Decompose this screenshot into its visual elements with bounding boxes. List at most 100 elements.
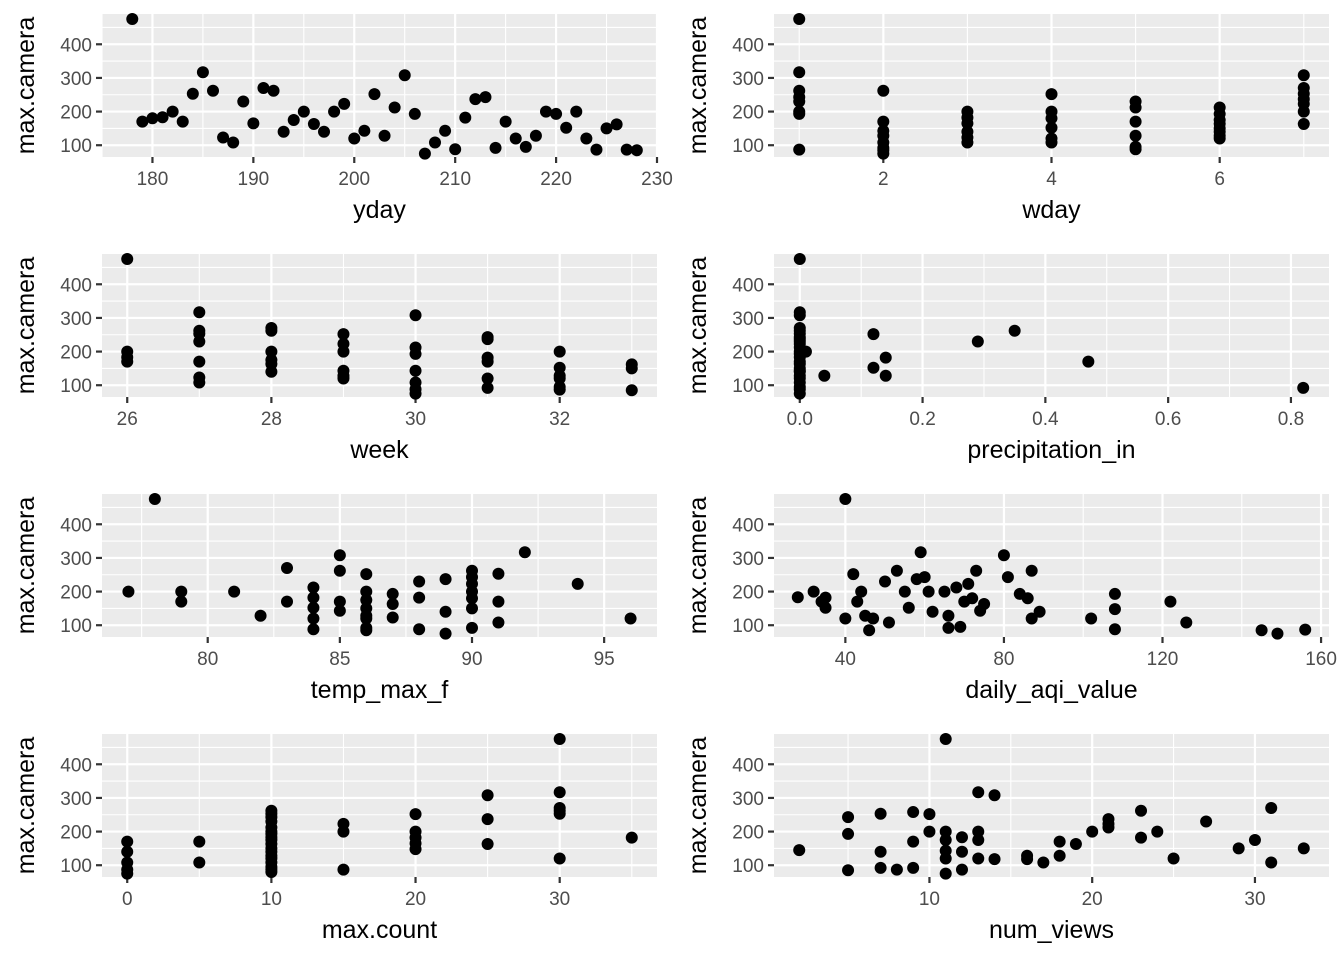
data-point (1129, 143, 1142, 156)
data-point (146, 112, 159, 125)
data-point (265, 324, 278, 337)
data-point (560, 121, 573, 134)
data-point (842, 827, 855, 840)
x-axis-title: week (349, 436, 409, 464)
data-point (121, 867, 134, 880)
data-point (1167, 852, 1180, 865)
data-point (793, 844, 806, 857)
data-point (281, 595, 293, 608)
data-point (1025, 564, 1038, 577)
data-point (962, 577, 975, 590)
panel-week: 26 28 30 32 100 200 300 400 week max.camera (12, 253, 657, 464)
x-tick-label: 6 (1214, 169, 1225, 190)
data-point (492, 595, 505, 608)
data-point (193, 335, 206, 348)
data-point (961, 117, 974, 130)
data-point (413, 591, 426, 604)
data-point (839, 612, 852, 625)
data-point (898, 585, 911, 598)
panel-yday: 180 190 200 210 220 230 100 200 300 400 yday max.ca… (12, 13, 673, 224)
y-tick-label: 400 (732, 515, 764, 536)
data-point (1108, 623, 1121, 636)
data-point (307, 591, 320, 604)
data-point (807, 585, 820, 598)
data-point (972, 852, 985, 865)
data-point (553, 733, 566, 746)
data-point (793, 95, 806, 108)
data-point (1108, 603, 1121, 616)
data-point (1135, 804, 1148, 817)
panel-background (774, 494, 1329, 637)
x-tick-label: 26 (117, 409, 138, 430)
data-point (1033, 605, 1046, 618)
data-point (307, 623, 320, 636)
y-tick-label: 400 (60, 275, 92, 296)
data-point (1297, 118, 1310, 131)
data-point (550, 107, 563, 120)
data-point (1053, 835, 1066, 848)
data-point (333, 595, 346, 608)
data-point (481, 813, 494, 826)
data-point (1271, 627, 1284, 640)
data-point (570, 105, 583, 118)
data-point (429, 136, 441, 149)
data-point (793, 143, 806, 156)
data-point (193, 376, 206, 389)
panel-background (102, 734, 657, 877)
data-point (360, 585, 373, 598)
data-point (175, 585, 188, 598)
y-tick-label: 100 (732, 616, 764, 637)
x-tick-label: 180 (137, 169, 169, 190)
y-tick-label: 300 (60, 549, 92, 570)
panel-daily-aqi-value: 40 80 120 160 100 200 300 400 daily_aqi_value max… (684, 493, 1337, 704)
data-point (855, 585, 868, 598)
data-point (1045, 112, 1058, 125)
panel-temp-max-f: 80 85 90 95 100 200 300 400 temp_max_f max.camera (12, 493, 657, 704)
y-tick-label: 100 (732, 856, 764, 877)
x-tick-label: 10 (919, 889, 940, 910)
data-point (793, 66, 806, 79)
data-point (122, 585, 135, 598)
data-point (955, 845, 968, 858)
data-point (540, 105, 552, 118)
x-axis-title: num_views (989, 916, 1114, 944)
y-tick-label: 200 (732, 343, 764, 364)
y-tick-label: 200 (60, 103, 92, 124)
data-point (907, 835, 920, 848)
x-tick-label: 210 (439, 169, 471, 190)
data-point (1297, 381, 1310, 394)
data-point (207, 84, 219, 97)
data-point (237, 95, 250, 108)
data-point (791, 591, 804, 604)
data-point (890, 863, 903, 876)
data-point (851, 595, 864, 608)
data-point (922, 585, 935, 598)
panel-background (774, 254, 1329, 397)
y-tick-label: 300 (732, 69, 764, 90)
data-point (328, 105, 341, 118)
data-point (193, 835, 206, 848)
data-point (1151, 825, 1164, 838)
data-point (247, 117, 260, 130)
data-point (148, 493, 161, 506)
data-point (217, 131, 230, 144)
data-point (398, 69, 411, 82)
data-point (620, 143, 633, 156)
x-tick-label: 0.0 (787, 409, 813, 430)
x-tick-label: 2 (878, 169, 889, 190)
data-point (307, 581, 320, 594)
y-axis-title: max.camera (684, 257, 712, 395)
data-point (1082, 355, 1095, 368)
y-axis-title: max.camera (684, 17, 712, 155)
data-point (227, 136, 240, 149)
data-point (847, 568, 860, 581)
data-point (600, 122, 613, 135)
x-tick-label: 4 (1046, 169, 1057, 190)
data-point (1129, 101, 1142, 114)
data-point (1180, 616, 1193, 629)
data-point (121, 253, 134, 266)
data-point (580, 132, 593, 145)
data-point (386, 598, 399, 611)
data-point (1232, 842, 1245, 855)
data-point (874, 861, 887, 874)
